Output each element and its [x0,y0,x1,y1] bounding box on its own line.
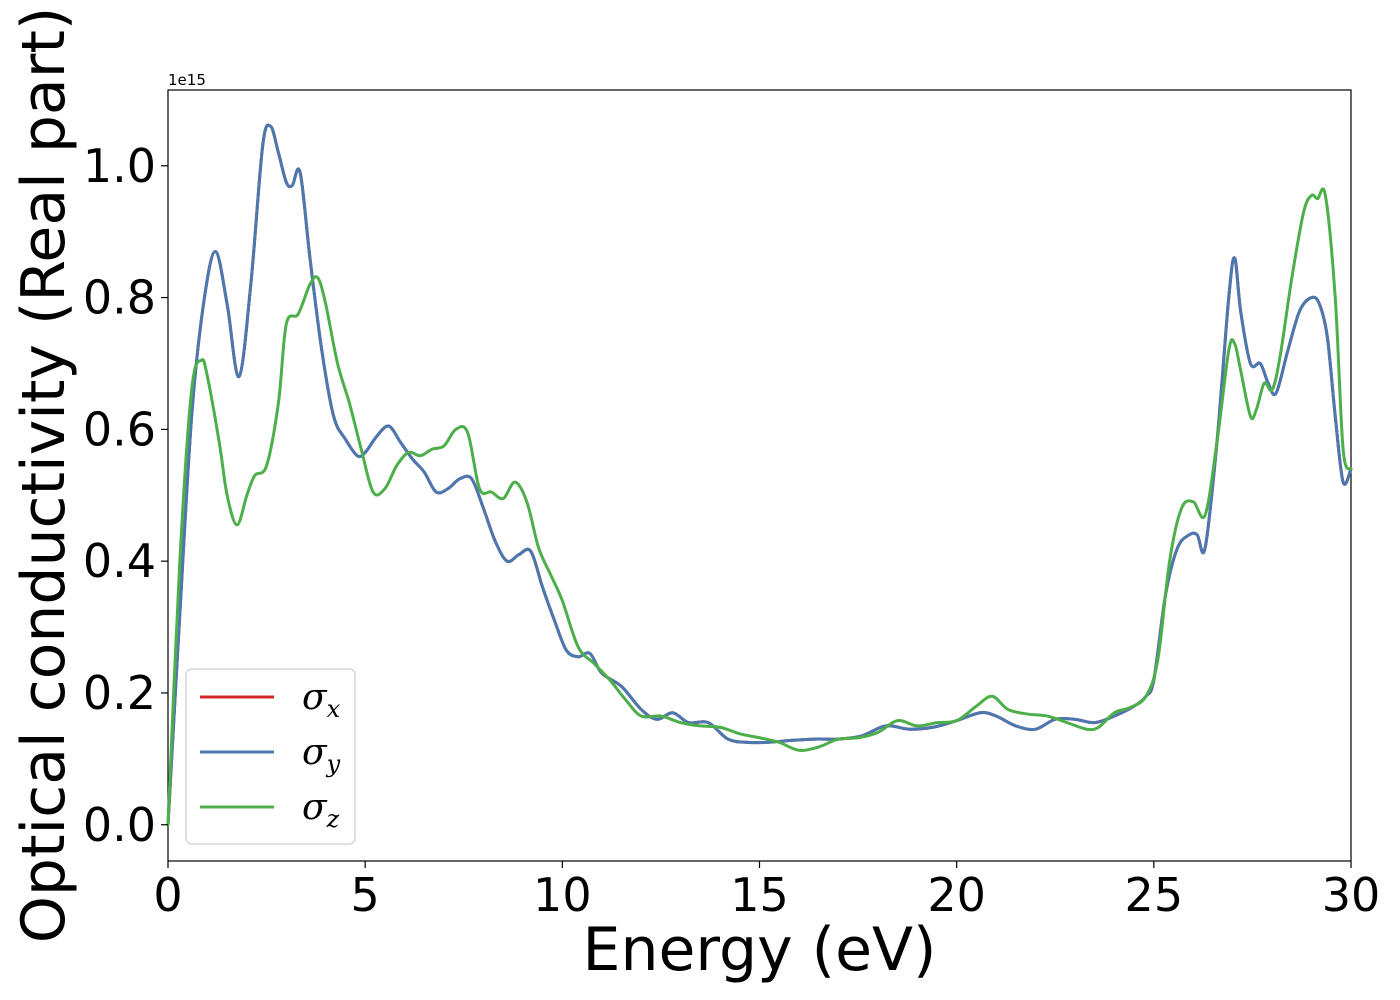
y-tick-label: 0.0 [83,798,156,852]
y-axis-label: Optical conductivity (Real part) [9,7,79,944]
y-axis: 0.0 0.2 0.4 0.6 0.8 1.0 [83,139,168,852]
x-tick-label: 20 [927,868,986,922]
series-lines [166,123,1353,827]
legend-box [185,668,356,845]
legend-label-y: σy [302,732,341,778]
x-tick-label: 30 [1322,868,1381,922]
legend-label-x: σx [302,677,341,723]
y-tick-label: 0.4 [83,534,156,588]
x-axis-label: Energy (eV) [583,915,937,985]
x-tick-label: 15 [730,868,789,922]
x-axis: 0 5 10 15 20 25 30 [153,861,1380,922]
y-tick-label: 0.8 [83,271,156,325]
x-tick-label: 0 [153,868,182,922]
legend: σx σy σz [185,668,356,845]
y-tick-label: 0.6 [83,402,156,456]
x-tick-label: 5 [351,868,380,922]
series-line-z [166,187,1353,827]
plot-area [167,89,1352,862]
legend-label-z: σz [302,787,340,833]
x-tick-label: 25 [1125,868,1184,922]
x-tick-label: 10 [533,868,592,922]
y-offset-label: 1e15 [168,71,206,89]
y-tick-label: 0.2 [83,666,156,720]
y-tick-label: 1.0 [83,139,156,193]
